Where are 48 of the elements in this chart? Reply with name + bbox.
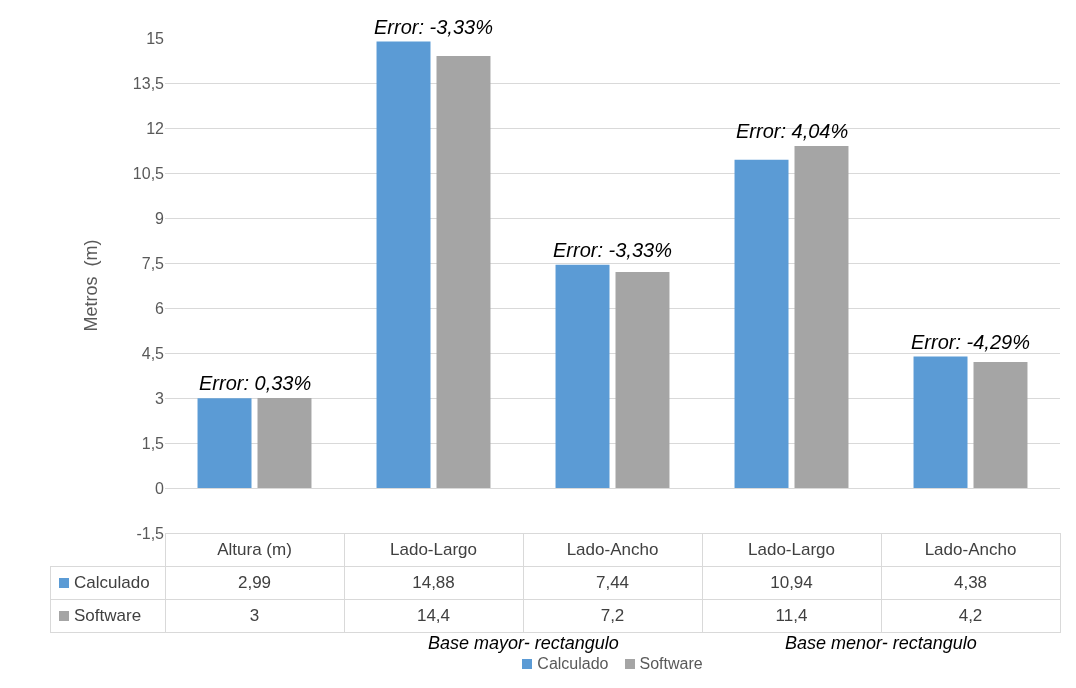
- bar: [436, 56, 491, 488]
- y-tick-label: 13,5: [132, 74, 165, 92]
- data-label: 10,94: [702, 566, 881, 600]
- text: Base menor- rectangulo: [785, 633, 977, 653]
- bar: [973, 362, 1028, 488]
- y-tick-label: 12: [146, 119, 165, 137]
- text: Calculado: [537, 655, 609, 672]
- y-tick-label: -1,5: [136, 524, 165, 542]
- bar: [913, 356, 968, 488]
- x-tick-label: Lado-Largo: [702, 533, 881, 567]
- data-label: 7,44: [523, 566, 702, 600]
- y-tick-label: 7,5: [141, 254, 165, 272]
- data-label: 2,99: [165, 566, 344, 600]
- y-tick-label: 15: [146, 29, 165, 47]
- annotation: Error: -3,33%: [553, 239, 672, 261]
- bar: [555, 264, 610, 488]
- y-tick-label: 10,5: [132, 164, 165, 182]
- data-label: 11,4: [702, 599, 881, 633]
- annotation: Error: 0,33%: [199, 372, 312, 394]
- y-tick-label: 9: [155, 209, 165, 227]
- y-tick-label: 3: [155, 389, 165, 407]
- y-tick-label: 0: [155, 479, 165, 497]
- annotation: Error: 4,04%: [736, 120, 849, 142]
- bar: [794, 146, 849, 488]
- x-tick-label: Lado-Ancho: [523, 533, 702, 567]
- x-tick-label: Lado-Ancho: [881, 533, 1060, 567]
- y-tick-label: 4,5: [141, 344, 165, 362]
- bar: [257, 398, 312, 488]
- y-axis-title: Metros (m): [81, 239, 102, 332]
- annotation: Error: -3,33%: [374, 16, 493, 38]
- text: Base mayor- rectangulo: [428, 633, 619, 653]
- data-label: 4,38: [881, 566, 1060, 600]
- y-tick-label: 6: [155, 299, 165, 317]
- x-tick-label: Altura (m): [165, 533, 344, 567]
- data-label: 7,2: [523, 599, 702, 633]
- data-label: 14,88: [344, 566, 523, 600]
- bar: [197, 398, 252, 488]
- data-label: 14,4: [344, 599, 523, 633]
- legend-label: Calculado: [50, 566, 165, 600]
- bar: [376, 41, 431, 488]
- bar: [615, 272, 670, 488]
- x-tick-label: Lado-Largo: [344, 533, 523, 567]
- legend-label: Software: [50, 599, 165, 633]
- text: Software: [639, 655, 703, 672]
- annotation: Error: -4,29%: [911, 331, 1030, 353]
- data-label: 4,2: [881, 599, 1060, 633]
- bar: [734, 159, 789, 488]
- y-tick-label: 1,5: [141, 434, 165, 452]
